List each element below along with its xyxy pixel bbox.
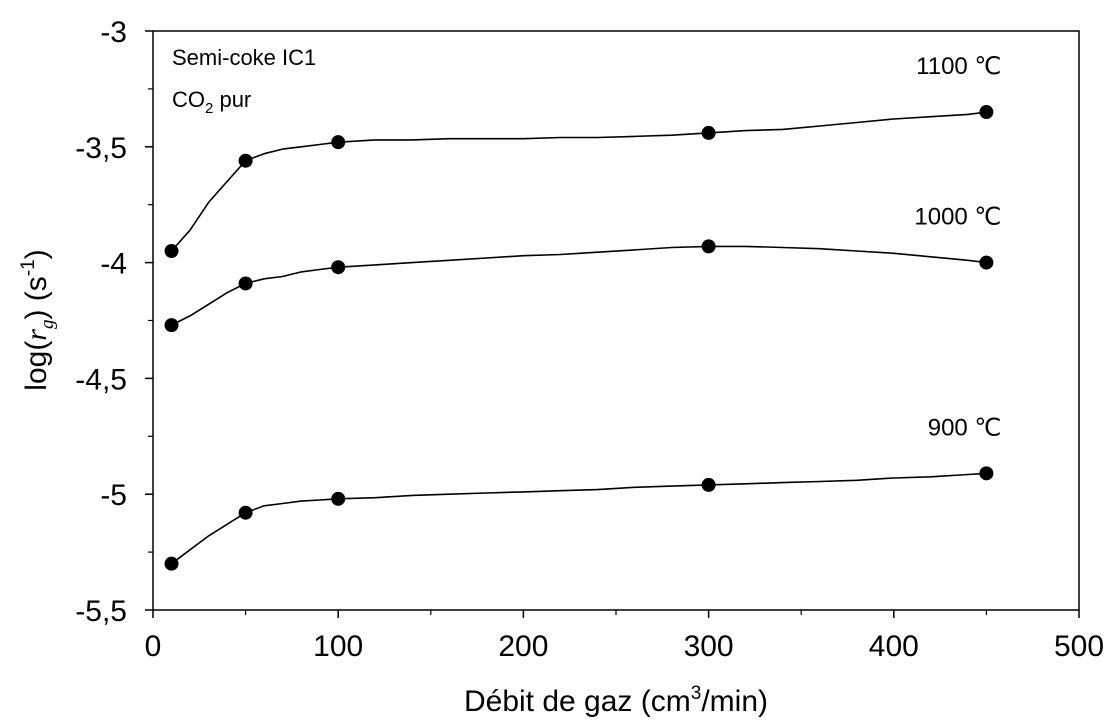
y-tick-label: -3,5: [75, 132, 127, 165]
x-tick-label: 200: [498, 630, 548, 663]
series-line: [170, 111, 987, 252]
series-points: [164, 105, 994, 571]
annotation-gas: CO2 pur: [172, 87, 251, 117]
series-label: 900 ℃: [928, 414, 1002, 441]
y-tick-label: -3: [100, 16, 127, 49]
data-point: [979, 466, 994, 481]
data-point: [238, 505, 253, 520]
data-point: [238, 153, 253, 168]
data-point: [331, 260, 346, 275]
y-tick-label: -4,5: [75, 363, 127, 396]
x-axis-ticks: 0 100 200 300 400 500: [145, 610, 1104, 663]
data-point: [164, 318, 179, 333]
data-point: [331, 491, 346, 506]
series-label: 1000 ℃: [914, 204, 1001, 231]
data-point: [238, 276, 253, 291]
data-point: [701, 239, 716, 254]
y-tick-label: -4: [100, 248, 127, 281]
series-line: [171, 472, 987, 565]
data-point: [164, 556, 179, 571]
data-point: [164, 244, 179, 259]
y-axis-ticks: -3 -3,5 -4 -4,5 -5 -5,5: [75, 16, 153, 628]
x-tick-label: 500: [1054, 630, 1104, 663]
y-tick-label: -5: [100, 479, 127, 512]
x-tick-label: 300: [684, 630, 734, 663]
x-tick-label: 0: [145, 630, 162, 663]
annotation-sample: Semi-coke IC1: [172, 45, 316, 70]
series-label: 1100 ℃: [916, 53, 1001, 80]
x-tick-label: 100: [313, 630, 363, 663]
data-point: [331, 135, 346, 150]
y-tick-label: -5,5: [75, 595, 127, 628]
y-axis-title: log(rg) (s-1): [18, 249, 58, 390]
series-labels: 1100 ℃ 1000 ℃ 900 ℃: [914, 53, 1001, 441]
series-line: [171, 245, 987, 326]
series-curves: [170, 111, 987, 565]
plot-area: [152, 30, 1080, 611]
data-point: [979, 105, 994, 120]
x-axis-title: Débit de gaz (cm3/min): [464, 683, 768, 718]
x-tick-label: 400: [869, 630, 919, 663]
data-point: [701, 125, 716, 140]
data-point: [701, 477, 716, 492]
data-point: [979, 255, 994, 270]
plot-frame: [152, 30, 1080, 611]
